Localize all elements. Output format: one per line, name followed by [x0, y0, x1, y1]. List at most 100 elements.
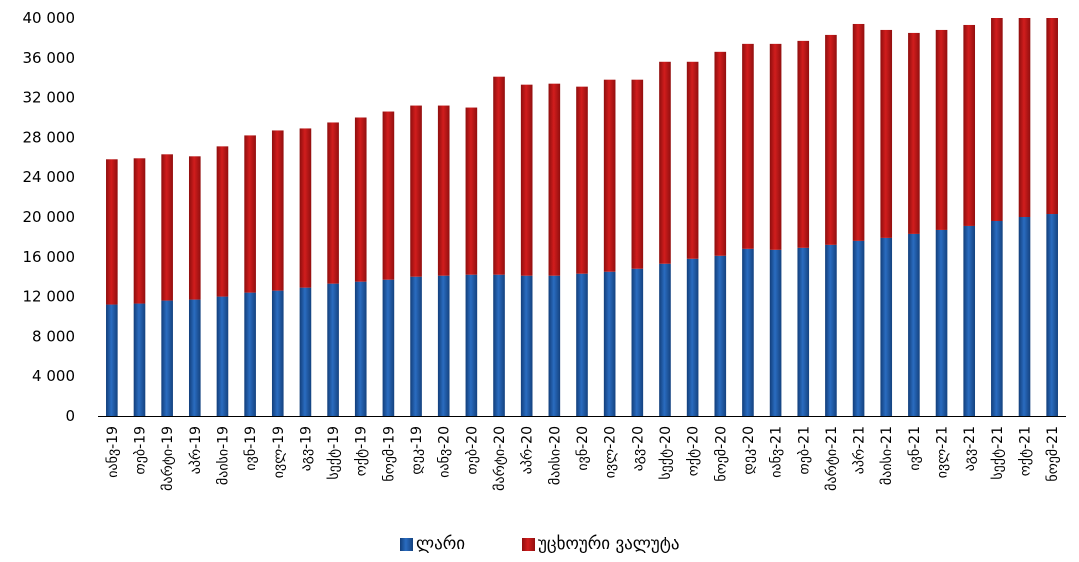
bar-segment-foreign-currency	[465, 107, 478, 275]
bar-segment-lari	[188, 299, 201, 416]
y-tick-label: 12 000	[23, 288, 76, 306]
x-tick-label: სექტ-21	[990, 426, 1006, 480]
bar-segment-foreign-currency	[991, 18, 1003, 221]
bar-segment-lari	[244, 292, 256, 416]
bar-segment-foreign-currency	[686, 61, 699, 259]
x-tick-label: აპრ-21	[851, 426, 868, 474]
bar-segment-foreign-currency	[769, 43, 782, 250]
bar-segment-lari	[908, 233, 920, 416]
legend-label-lari: ლარი	[416, 534, 465, 554]
x-tick-label: ოქტ-20	[686, 426, 702, 476]
bar-segment-lari	[106, 304, 118, 416]
bar-segment-foreign-currency	[161, 154, 173, 301]
x-tick-label: სექტ-19	[326, 426, 342, 480]
bar-segment-foreign-currency	[410, 105, 422, 277]
y-tick-label: 20 000	[23, 208, 76, 226]
y-tick-label: 36 000	[23, 49, 76, 67]
bars	[106, 18, 1058, 416]
bar-segment-foreign-currency	[908, 32, 920, 234]
y-tick-label: 32 000	[23, 89, 76, 107]
bar-segment-foreign-currency	[216, 146, 229, 297]
bar-segment-lari	[493, 274, 505, 416]
y-tick-label: 28 000	[23, 128, 76, 146]
x-tick-label: მაისი-20	[547, 426, 563, 485]
bar-segment-foreign-currency	[188, 156, 201, 300]
bar-segment-foreign-currency	[106, 159, 118, 305]
x-tick-label: მაისი-19	[215, 426, 231, 485]
x-tick-label: მარტი-20	[491, 426, 508, 491]
bar-segment-foreign-currency	[548, 83, 561, 276]
bar-segment-foreign-currency	[437, 105, 450, 276]
x-tick-label: ნოემ-20	[713, 426, 729, 482]
x-tick-label: მარტი-19	[159, 426, 176, 491]
bar-segment-lari	[769, 249, 782, 416]
x-tick-label: ივლ-19	[271, 426, 287, 478]
legend-label-foreign-currency: უცხოური ვალუტა	[538, 534, 680, 554]
y-axis: 0 4 000 8 000 12 000 16 000 20 000 24 000 28 00…	[23, 9, 76, 425]
bar-segment-lari	[437, 275, 450, 416]
bar-segment-foreign-currency	[1046, 18, 1058, 215]
x-tick-label: სექტ-20	[658, 426, 674, 480]
bar-segment-foreign-currency	[382, 111, 395, 280]
legend: ლარი უცხოური ვალუტა	[400, 534, 680, 554]
bar-segment-lari	[686, 258, 699, 416]
bar-segment-foreign-currency	[244, 135, 256, 293]
bar-segment-foreign-currency	[659, 61, 671, 264]
x-tick-label: ნოემ-19	[381, 426, 397, 482]
bar-segment-foreign-currency	[631, 79, 644, 269]
x-tick-label: იანვ-19	[105, 426, 121, 478]
bar-segment-foreign-currency	[603, 79, 616, 272]
x-tick-label: თებ-19	[132, 426, 148, 474]
x-tick-label: ოქტ-19	[354, 426, 370, 476]
bar-segment-lari	[825, 244, 837, 416]
x-tick-label: აგვ-20	[630, 426, 646, 471]
bar-segment-lari	[299, 287, 312, 416]
bar-segment-foreign-currency	[852, 23, 865, 241]
bar-segment-lari	[659, 263, 671, 416]
bar-segment-lari	[991, 220, 1003, 416]
y-tick-label: 0	[65, 407, 75, 425]
bar-segment-foreign-currency	[825, 34, 837, 245]
bar-segment-foreign-currency	[576, 86, 588, 274]
bar-segment-lari	[714, 255, 727, 416]
x-tick-label: აპრ-19	[187, 426, 204, 474]
x-tick-label: აპრ-20	[519, 426, 536, 474]
y-tick-label: 24 000	[23, 168, 76, 186]
bar-segment-foreign-currency	[963, 24, 976, 226]
bar-segment-foreign-currency	[714, 51, 727, 256]
bar-segment-lari	[797, 247, 810, 416]
bar-segment-foreign-currency	[133, 158, 146, 304]
bar-segment-lari	[852, 240, 865, 416]
x-tick-label: ნოემ-21	[1045, 426, 1061, 482]
x-tick-label: ივლ-20	[603, 426, 619, 478]
bar-segment-lari	[133, 303, 146, 416]
y-tick-label: 4 000	[32, 367, 75, 385]
x-tick-label: იანვ-21	[769, 426, 785, 478]
x-axis: იანვ-19 თებ-19 მარტი-19 აპრ-19 მაისი-19 ივნ-1…	[98, 416, 1066, 491]
bar-segment-foreign-currency	[880, 29, 893, 238]
x-tick-label: თებ-21	[796, 426, 812, 474]
bar-segment-lari	[520, 275, 533, 416]
bar-segment-foreign-currency	[520, 84, 533, 276]
bar-segment-lari	[631, 268, 644, 416]
bar-segment-foreign-currency	[271, 130, 284, 291]
bar-segment-lari	[548, 275, 561, 416]
y-tick-label: 40 000	[23, 9, 76, 27]
x-tick-label: ოქტ-21	[1018, 426, 1034, 476]
x-tick-label: დეკ-19	[409, 426, 425, 475]
bar-segment-lari	[271, 290, 284, 416]
x-tick-label: აგვ-21	[962, 426, 978, 471]
bar-segment-foreign-currency	[742, 43, 754, 249]
bar-segment-lari	[1018, 217, 1031, 416]
bar-segment-lari	[935, 229, 948, 416]
bar-segment-foreign-currency	[299, 128, 312, 288]
x-tick-label: ივნ-20	[575, 426, 591, 471]
bar-segment-lari	[161, 300, 173, 416]
bar-segment-lari	[963, 225, 976, 416]
bar-segment-lari	[382, 279, 395, 416]
x-tick-label: იანვ-20	[437, 426, 453, 478]
x-tick-label: ივლ-21	[935, 426, 951, 478]
x-tick-label: თებ-20	[464, 426, 480, 474]
legend-swatch-lari	[400, 538, 413, 551]
